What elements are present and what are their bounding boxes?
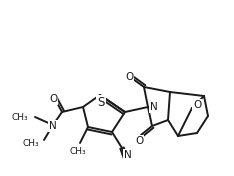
Text: N: N [49,121,57,131]
Text: O: O [135,136,143,146]
Text: N: N [124,150,132,160]
Text: CH₃: CH₃ [70,146,86,156]
Text: S: S [97,96,105,109]
Text: O: O [193,100,201,110]
Text: CH₃: CH₃ [22,139,39,147]
Text: O: O [49,94,57,104]
Text: N: N [150,102,158,112]
Text: O: O [125,72,133,82]
Text: CH₃: CH₃ [11,112,28,121]
